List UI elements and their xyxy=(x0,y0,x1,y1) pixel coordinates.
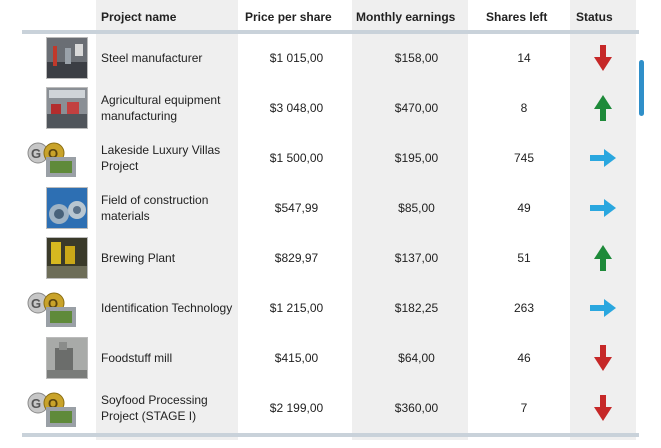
project-thumbnail[interactable] xyxy=(46,37,88,79)
header-project-name[interactable]: Project name xyxy=(101,10,177,24)
monthly-earnings: $360,00 xyxy=(394,401,439,415)
price-per-share: $547,99 xyxy=(274,201,319,215)
svg-text:G: G xyxy=(31,146,41,161)
shares-left: 263 xyxy=(513,301,535,315)
arrow-up-icon xyxy=(571,233,635,283)
shares-left: 49 xyxy=(517,201,531,215)
stripe-project-col xyxy=(96,0,238,440)
header-monthly-earnings[interactable]: Monthly earnings xyxy=(356,10,456,24)
svg-text:G: G xyxy=(31,296,41,311)
monthly-earnings: $182,25 xyxy=(394,301,439,315)
table-row[interactable]: G O Lakeside Luxury Villas Project $1 500,0… xyxy=(0,133,661,183)
price-per-share: $1 215,00 xyxy=(269,301,324,315)
project-name[interactable]: Field of construction materials xyxy=(101,193,209,223)
monthly-earnings: $137,00 xyxy=(394,251,439,265)
monthly-earnings: $85,00 xyxy=(398,201,435,215)
project-name[interactable]: Agricultural equipment manufacturing xyxy=(101,93,221,123)
price-per-share: $2 199,00 xyxy=(269,401,324,415)
project-thumbnail[interactable] xyxy=(46,337,88,379)
project-name[interactable]: Foodstuff mill xyxy=(101,351,173,365)
table-row[interactable]: G O Identification Technology $1 215,00 $182… xyxy=(0,283,661,333)
shares-left: 46 xyxy=(517,351,531,365)
header-price-per-share[interactable]: Price per share xyxy=(245,10,332,24)
project-thumbnail[interactable] xyxy=(46,237,88,279)
arrow-down-icon xyxy=(571,33,635,83)
shares-left: 14 xyxy=(517,51,531,65)
project-name[interactable]: Steel manufacturer xyxy=(101,51,203,65)
arrow-right-icon xyxy=(571,283,635,333)
table-row[interactable]: Field of construction materials $547,99 $8… xyxy=(0,183,661,233)
arrow-up-icon xyxy=(571,83,635,133)
table-row[interactable]: Foodstuff mill $415,00 $64,00 46 xyxy=(0,333,661,383)
header-status[interactable]: Status xyxy=(576,10,613,24)
table-row[interactable]: G O Soyfood Processing Project (STAGE I) $2… xyxy=(0,383,661,433)
footer-divider xyxy=(22,433,639,437)
monthly-earnings: $195,00 xyxy=(394,151,439,165)
monthly-earnings: $64,00 xyxy=(398,351,435,365)
project-thumbnail[interactable] xyxy=(46,87,88,129)
shares-left: 51 xyxy=(517,251,531,265)
table-row[interactable]: Brewing Plant $829,97 $137,00 51 xyxy=(0,233,661,283)
arrow-down-icon xyxy=(571,333,635,383)
price-per-share: $829,97 xyxy=(274,251,319,265)
shares-left: 7 xyxy=(520,401,528,415)
arrow-right-icon xyxy=(571,183,635,233)
arrow-right-icon xyxy=(571,133,635,183)
svg-text:O: O xyxy=(48,296,58,311)
table-row[interactable]: Steel manufacturer $1 015,00 $158,00 14 xyxy=(0,33,661,83)
header-divider xyxy=(22,30,639,34)
monthly-earnings: $158,00 xyxy=(394,51,439,65)
project-name[interactable]: Soyfood Processing Project (STAGE I) xyxy=(101,393,208,423)
svg-text:G: G xyxy=(31,396,41,411)
project-name[interactable]: Lakeside Luxury Villas Project xyxy=(101,143,221,173)
monthly-earnings: $470,00 xyxy=(394,101,439,115)
price-per-share: $415,00 xyxy=(274,351,319,365)
project-name[interactable]: Brewing Plant xyxy=(101,251,176,265)
price-per-share: $1 500,00 xyxy=(269,151,324,165)
arrow-down-icon xyxy=(571,383,635,433)
price-per-share: $1 015,00 xyxy=(269,51,324,65)
project-thumbnail[interactable] xyxy=(46,187,88,229)
project-name[interactable]: Identification Technology xyxy=(101,301,233,315)
price-per-share: $3 048,00 xyxy=(269,101,324,115)
vertical-scrollbar[interactable] xyxy=(639,60,644,116)
shares-left: 745 xyxy=(513,151,535,165)
svg-text:O: O xyxy=(48,146,58,161)
shares-left: 8 xyxy=(520,101,528,115)
header-shares-left[interactable]: Shares left xyxy=(486,10,548,24)
table-row[interactable]: Agricultural equipment manufacturing $3 0… xyxy=(0,83,661,133)
stripe-earnings-col xyxy=(352,0,468,440)
svg-text:O: O xyxy=(48,396,58,411)
